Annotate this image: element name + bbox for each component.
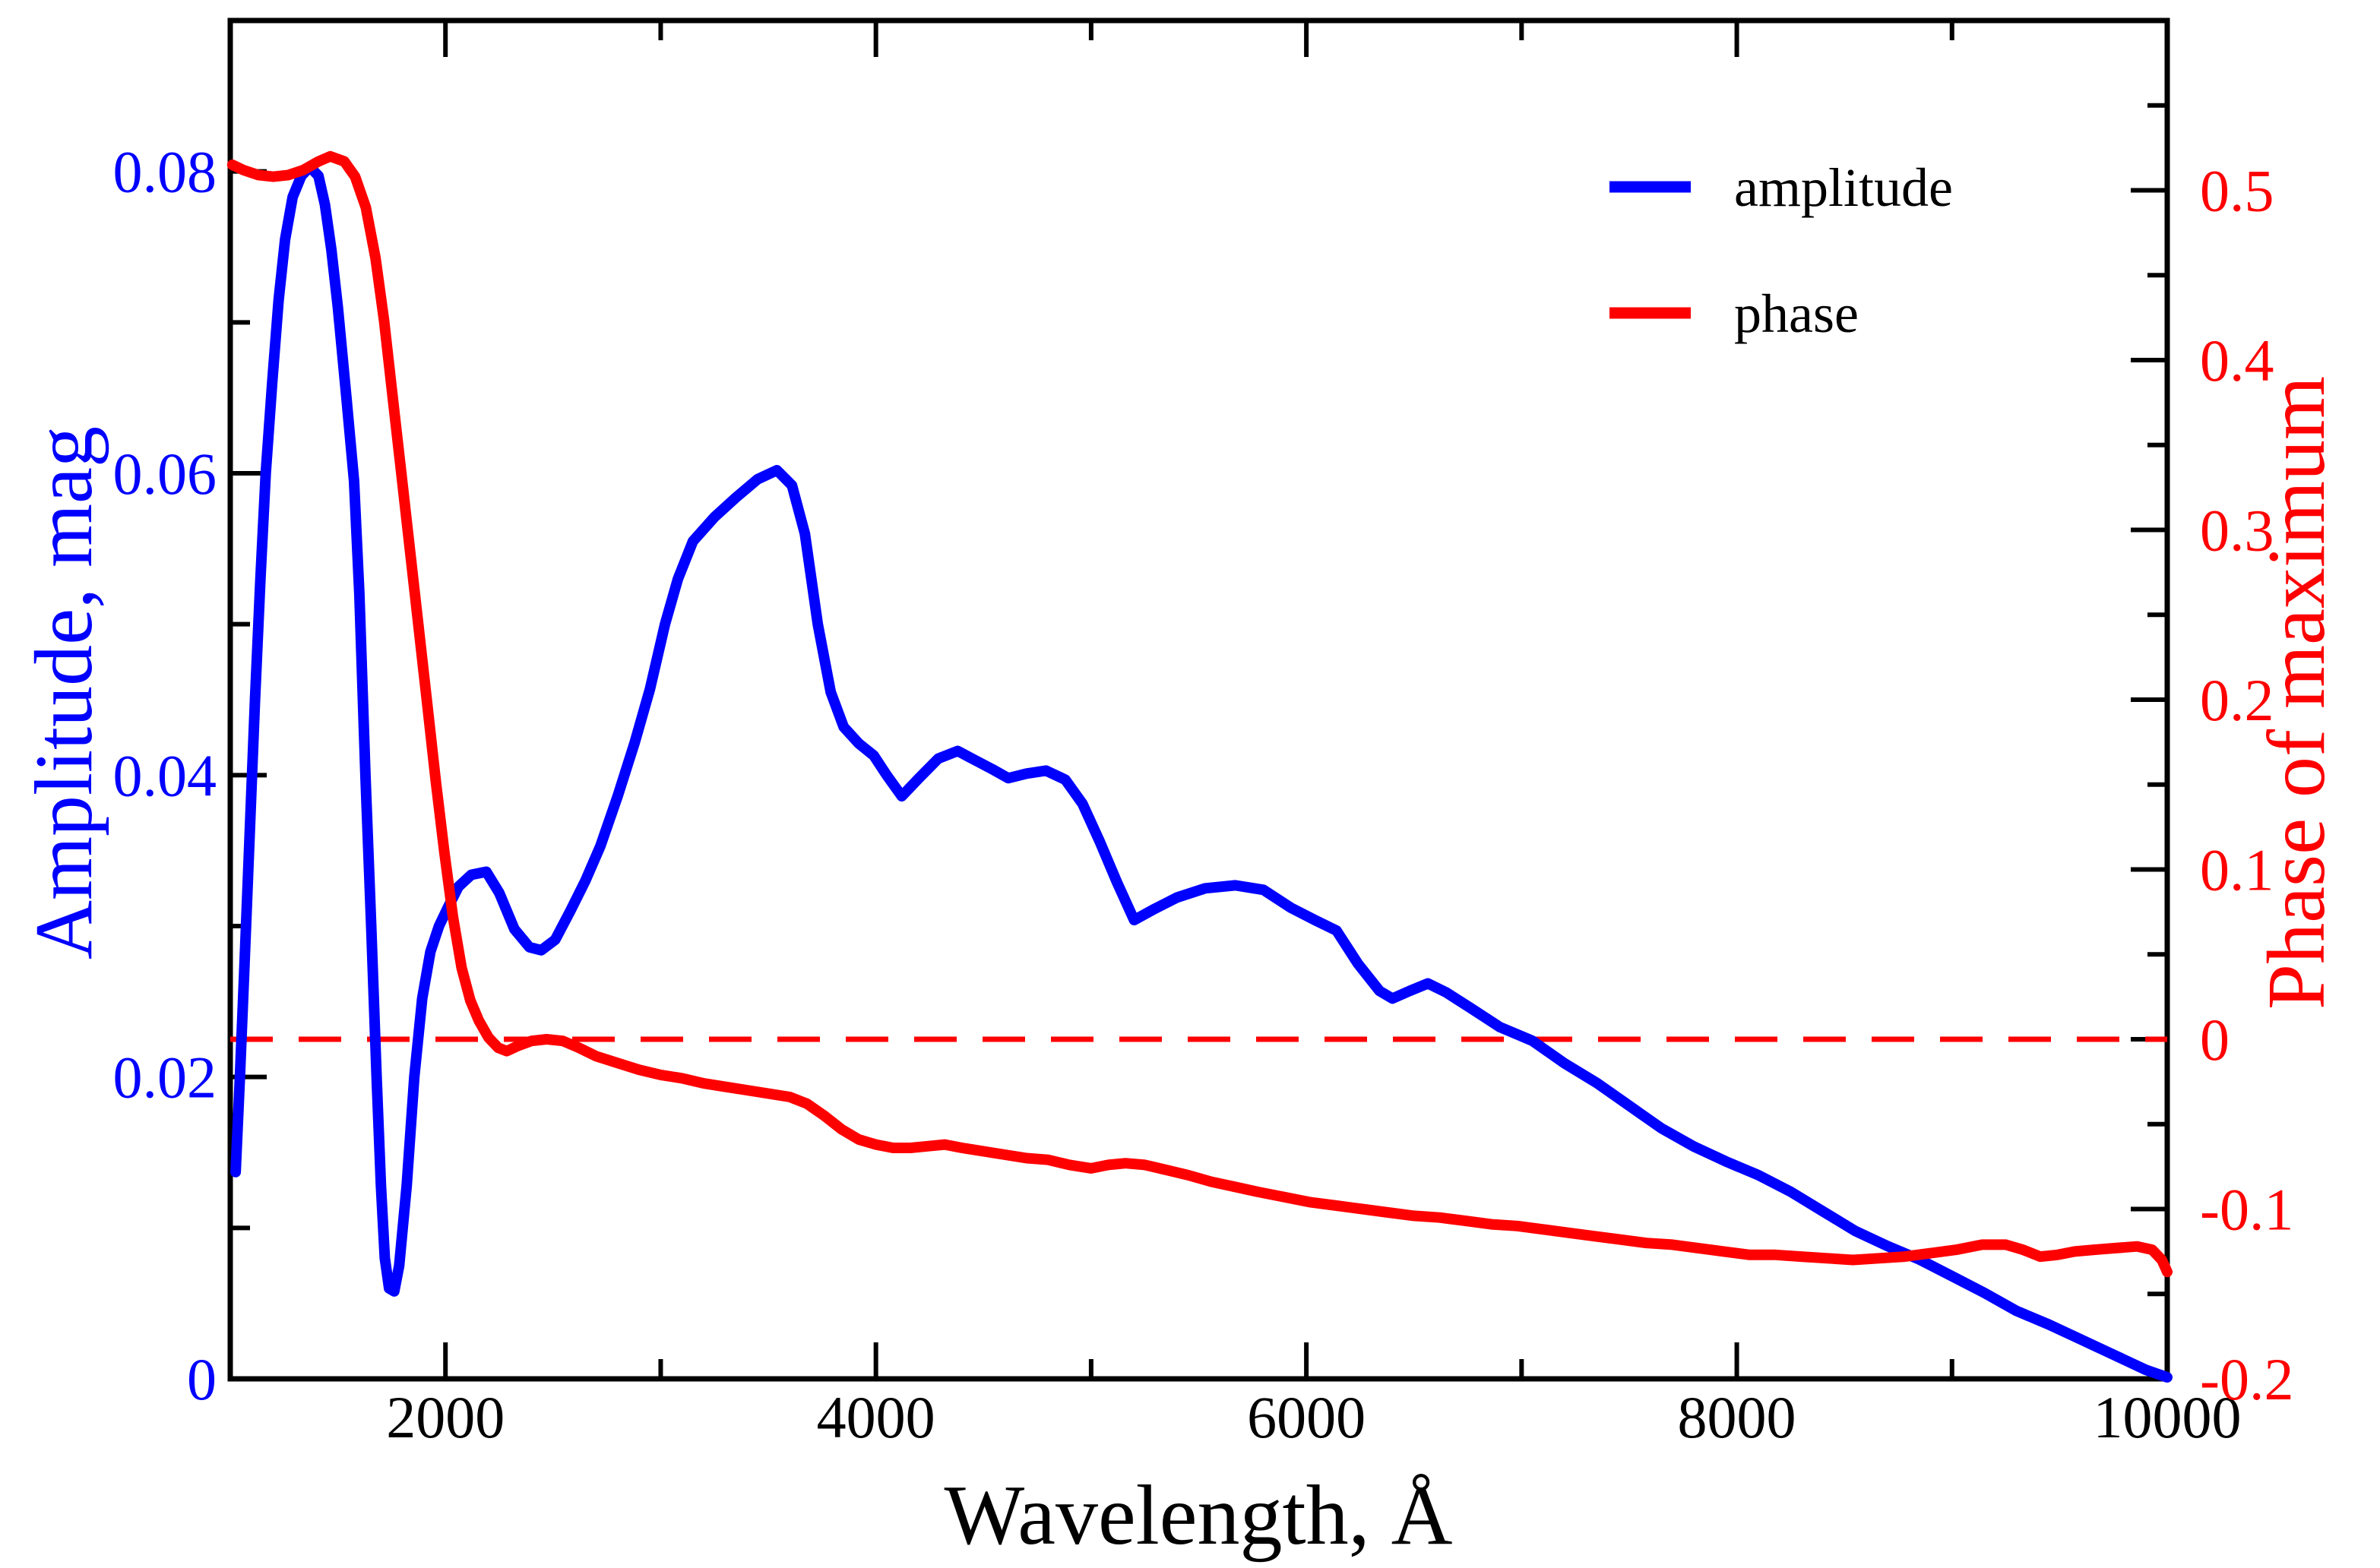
x-tick-label: 6000: [1247, 1384, 1366, 1450]
right-tick-label: -0.2: [2200, 1346, 2293, 1412]
right-tick-label: -0.1: [2200, 1177, 2293, 1243]
phase-curve: [226, 150, 2173, 1278]
right-tick-label: 0.5: [2200, 158, 2274, 224]
legend-phase-label: phase: [1734, 283, 1859, 344]
x-tick-label: 4000: [817, 1384, 935, 1450]
x-tick-label: 8000: [1678, 1384, 1796, 1450]
left-tick-label: 0.06: [113, 441, 217, 507]
right-tick-label: 0: [2200, 1007, 2230, 1073]
right-tick-label: 0.1: [2200, 837, 2274, 903]
left-axis-tick-labels: 0 0.02 0.04 0.06 0.08: [113, 139, 217, 1412]
legend-amplitude-label: amplitude: [1734, 157, 1953, 218]
amplitude-curve: [230, 161, 2173, 1383]
left-axis-title: Amplitude, mag: [19, 426, 109, 959]
left-tick-label: 0.04: [113, 742, 217, 808]
x-axis-title: Wavelength, Å: [945, 1468, 1453, 1563]
left-tick-label: 0.08: [113, 139, 217, 205]
right-tick-label: 0.3: [2200, 498, 2274, 564]
right-tick-label: 0.4: [2200, 327, 2274, 394]
x-axis-ticks: [443, 21, 2170, 1379]
legend: amplitude phase: [1609, 157, 1953, 344]
x-tick-label: 10000: [2094, 1384, 2242, 1450]
right-axis-title: Phase of maximum: [2252, 376, 2342, 1010]
left-tick-label: 0: [187, 1346, 217, 1412]
right-axis-ticks: [2131, 103, 2167, 1297]
x-tick-label: 2000: [386, 1384, 505, 1450]
right-axis-tick-labels: -0.2 -0.1 0 0.1 0.2 0.3 0.4 0.5: [2200, 158, 2293, 1413]
right-tick-label: 0.2: [2200, 667, 2274, 733]
x-axis-tick-labels: 2000 4000 6000 8000 10000: [386, 1384, 2241, 1450]
left-tick-label: 0.02: [113, 1045, 217, 1111]
